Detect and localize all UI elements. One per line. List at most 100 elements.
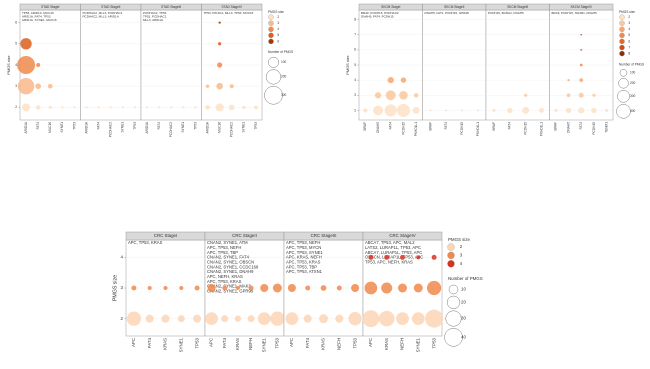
bubble	[73, 106, 76, 109]
bubble	[398, 283, 407, 293]
bubble	[348, 311, 362, 326]
facet-title: SKCM StageIV	[571, 5, 593, 9]
bubble	[580, 48, 583, 51]
bubble	[221, 315, 229, 323]
legend-label: 7	[628, 45, 630, 49]
y-tick-label: 7	[354, 33, 356, 37]
bubble	[61, 106, 64, 109]
x-tick-label: FAT4	[147, 337, 152, 348]
bubble	[319, 314, 328, 324]
bubble	[566, 93, 571, 98]
bubble	[207, 283, 216, 293]
bubble	[578, 107, 585, 114]
bubble	[248, 285, 254, 291]
x-tick-label: PKHD1L1	[539, 122, 543, 136]
x-tick-label: SYNE1	[178, 337, 183, 352]
bubble	[218, 21, 221, 24]
x-tick-label: MUC16	[217, 122, 221, 133]
annotation: APC, KRAS, NEFH	[286, 255, 322, 260]
bubble	[133, 106, 137, 109]
annotation: CNAN2, SYNE1, OBSCN	[207, 259, 254, 264]
legend-label: 6	[277, 39, 279, 43]
legend-swatch	[619, 20, 625, 26]
y-tick-label: 2	[121, 316, 124, 321]
bubble	[145, 314, 154, 323]
bubble	[194, 285, 200, 291]
annotation: CNAN2, SYNE1, CCDC168	[207, 264, 259, 269]
legend-label: 8	[628, 51, 630, 55]
bubble	[565, 107, 572, 114]
bubble	[320, 285, 327, 291]
bubble	[20, 38, 32, 50]
facet-title: CRC StageIII	[311, 233, 337, 238]
y-tick-label: 2	[15, 105, 17, 109]
bubble	[193, 314, 202, 323]
legend-label: 3	[460, 253, 463, 258]
legend-label: 2	[277, 15, 279, 19]
bubble	[22, 103, 31, 112]
y-tick-label: 2	[354, 108, 356, 112]
bubble	[373, 105, 383, 116]
bubble	[287, 283, 296, 293]
x-tick-label: FAT4	[389, 122, 393, 130]
legend-label: 100	[281, 60, 287, 64]
bubble	[413, 283, 423, 293]
x-tick-label: PKHD1L1	[476, 122, 480, 136]
annotation: CNAN2, SYNE1, ATM	[207, 240, 248, 245]
annotation: PCDHAC2, TP53	[143, 11, 167, 15]
bubble	[163, 285, 168, 291]
bubble	[218, 42, 222, 46]
bubble	[400, 254, 405, 260]
legend-size	[446, 295, 461, 309]
x-tick-label: FAT4	[96, 122, 100, 130]
legend-label: 2	[628, 15, 630, 19]
legend-swatch	[447, 243, 455, 251]
annotation: ARID1A, FAT4, TP53	[22, 14, 51, 18]
bubble	[396, 103, 410, 117]
y-tick-label: 5	[15, 42, 17, 46]
bubble	[400, 77, 407, 83]
x-tick-label: TP53	[352, 337, 357, 348]
bubble	[216, 82, 223, 90]
bubble	[364, 281, 378, 295]
facet-title: STAD StageII	[101, 5, 120, 9]
legend-label: 40	[461, 334, 466, 339]
legend-swatch	[619, 44, 625, 51]
bubble	[222, 285, 228, 291]
x-tick-label: TP53	[431, 337, 436, 348]
bubble	[109, 106, 112, 109]
x-tick-label: TP53	[193, 122, 197, 130]
legend-label: 300	[281, 93, 287, 97]
bubble	[384, 104, 397, 117]
x-tick-label: KRAS	[384, 338, 389, 350]
annotation: TP53, PCDHAC1	[143, 14, 167, 18]
legend-swatch	[268, 20, 274, 26]
x-tick-label: PCDHAC2	[230, 122, 234, 137]
x-tick-label: ARID1A	[24, 121, 28, 133]
x-tick-label: BRAF	[363, 122, 367, 131]
bubble	[229, 84, 234, 89]
legend-label: 4	[460, 261, 463, 266]
bubble	[399, 90, 408, 100]
bubble	[554, 108, 558, 112]
legend-swatch	[619, 26, 625, 32]
x-tick-label: KRAS	[163, 338, 168, 350]
x-tick-label: KRAS	[321, 338, 326, 350]
bubble	[579, 63, 583, 67]
bubble	[260, 283, 269, 293]
annotation: PCDHAC2, MLL3, ARID1A	[83, 14, 120, 18]
bubble	[351, 283, 360, 293]
x-tick-label: APC	[289, 338, 294, 347]
bubble	[461, 109, 464, 112]
bubble	[381, 282, 393, 294]
annotation: CNAN2, SYNE1, FAT4	[207, 255, 250, 260]
legend-swatch	[268, 26, 274, 32]
legend-size	[265, 69, 282, 85]
y-tick-label: 3	[354, 93, 356, 97]
legend-label: 2	[460, 244, 463, 249]
facet-strip	[549, 3, 614, 11]
annotation: APC, TP53, KRAS	[207, 279, 242, 284]
legend-size	[616, 104, 631, 119]
annotation: APC, TP53, TBP	[286, 264, 317, 269]
bubble	[384, 254, 390, 260]
